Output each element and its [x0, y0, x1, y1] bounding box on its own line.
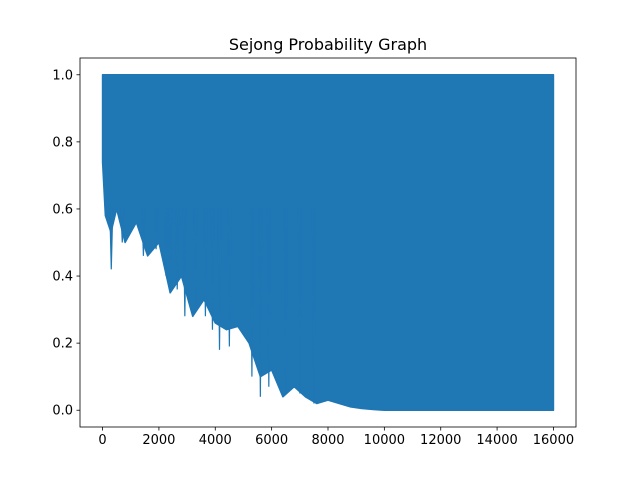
series-spike [203, 208, 208, 317]
series-band [101, 74, 555, 411]
y-tick-label: 0.0 [52, 404, 73, 419]
y-tick-label: 0.8 [52, 135, 73, 150]
x-tick-label: 16000 [533, 433, 574, 448]
series-spike [193, 208, 198, 307]
series-spike [249, 208, 255, 377]
series-spike [141, 208, 146, 256]
plot-area [101, 74, 555, 411]
series-spike [258, 208, 263, 397]
x-tick-label: 8000 [311, 433, 344, 448]
series-spike [311, 208, 317, 404]
x-tick-label: 10000 [364, 433, 405, 448]
series-spike [217, 208, 222, 350]
series-spike [175, 208, 180, 290]
series-spike [283, 208, 288, 394]
series-spike [163, 208, 169, 277]
axes: 0 2000 4000 6000 8000 10000 12000 14000 16000 0.0… [52, 57, 577, 448]
series-spike [266, 208, 271, 387]
y-tick-label: 0.2 [52, 337, 73, 352]
series-spike [109, 208, 114, 270]
x-tick-label: 4000 [199, 433, 232, 448]
series-spike [168, 208, 173, 293]
y-tick-label: 1.0 [52, 68, 73, 83]
x-tick-label: 14000 [476, 433, 517, 448]
x-tick-label: 6000 [255, 433, 288, 448]
y-tick-label: 0.6 [52, 202, 73, 217]
chart-title: Sejong Probability Graph [229, 35, 427, 54]
series-spike [297, 208, 302, 394]
series-spike [227, 208, 232, 347]
series-spike [210, 208, 215, 330]
series-spike [120, 208, 125, 243]
series-spike [153, 208, 159, 250]
x-tick-label: 0 [98, 433, 106, 448]
series-spike [182, 208, 187, 317]
x-tick-label: 12000 [420, 433, 461, 448]
x-tick-label: 2000 [142, 433, 175, 448]
y-tick-label: 0.4 [52, 270, 73, 285]
